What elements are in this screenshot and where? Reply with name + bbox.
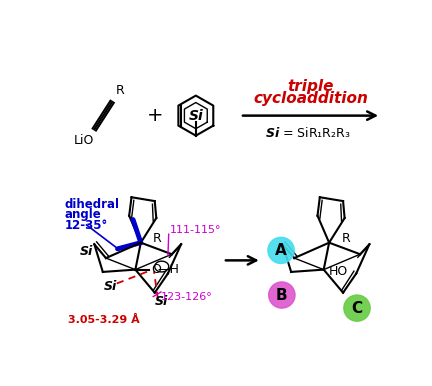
Text: R: R <box>115 84 124 97</box>
Text: +: + <box>146 106 163 125</box>
Text: R: R <box>153 232 162 245</box>
Text: B: B <box>276 288 288 303</box>
Text: angle: angle <box>65 208 102 222</box>
Text: triple: triple <box>287 79 334 94</box>
Text: Si: Si <box>104 280 117 293</box>
Circle shape <box>344 295 370 321</box>
Text: Si: Si <box>188 108 203 123</box>
Text: C: C <box>352 301 362 316</box>
Circle shape <box>269 282 295 308</box>
Text: —H: —H <box>158 263 180 276</box>
Text: $\bfit{Si}$ = SiR₁R₂R₃: $\bfit{Si}$ = SiR₁R₂R₃ <box>265 125 351 140</box>
Text: cycloaddition: cycloaddition <box>253 91 368 106</box>
Text: 3.05-3.29 Å: 3.05-3.29 Å <box>68 315 140 325</box>
Text: dihedral: dihedral <box>65 198 120 211</box>
Circle shape <box>268 237 294 264</box>
Text: 111-115°: 111-115° <box>170 225 222 235</box>
Text: A: A <box>275 243 287 258</box>
Text: LiO: LiO <box>73 134 94 147</box>
Text: O: O <box>152 263 162 276</box>
Text: R: R <box>342 232 350 245</box>
Text: Si: Si <box>80 245 93 258</box>
Text: 12-35°: 12-35° <box>65 219 108 232</box>
Text: HO: HO <box>328 265 348 278</box>
Text: 123-126°: 123-126° <box>161 291 213 301</box>
Text: Si: Si <box>154 295 168 308</box>
